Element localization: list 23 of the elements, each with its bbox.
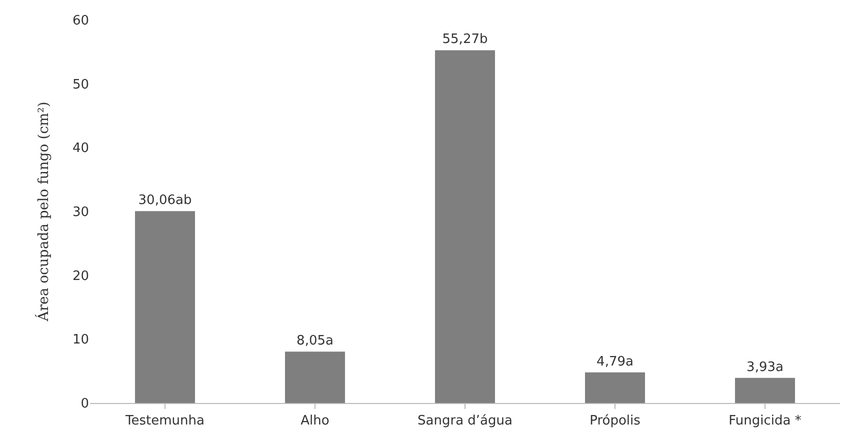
y-tick-label: 60	[72, 14, 89, 29]
data-label: 4,79a	[596, 354, 634, 370]
y-tick-label: 20	[72, 268, 89, 284]
data-label: 8,05a	[296, 334, 334, 349]
bar	[285, 352, 345, 403]
bar	[585, 372, 645, 403]
x-tick-label: Testemunha	[124, 414, 204, 429]
x-tick-label: Fungicida *	[728, 414, 802, 429]
bar	[435, 50, 495, 403]
y-tick-label: 40	[72, 141, 89, 156]
data-label: 55,27b	[442, 32, 488, 48]
bar	[735, 378, 795, 403]
y-tick-label: 10	[72, 332, 89, 348]
x-tick-label: Sangra d’água	[418, 414, 512, 429]
x-tick-label: Alho	[300, 414, 330, 429]
y-tick-label: 30	[72, 205, 89, 220]
y-tick-label: 0	[80, 396, 89, 412]
data-label: 3,93a	[746, 360, 784, 375]
data-label: 30,06ab	[138, 193, 192, 208]
y-axis-title: Área ocupada pelo fungo (cm²)	[35, 102, 52, 322]
y-tick-label: 50	[72, 77, 89, 92]
x-tick-label: Própolis	[590, 414, 641, 429]
bar	[135, 211, 195, 403]
